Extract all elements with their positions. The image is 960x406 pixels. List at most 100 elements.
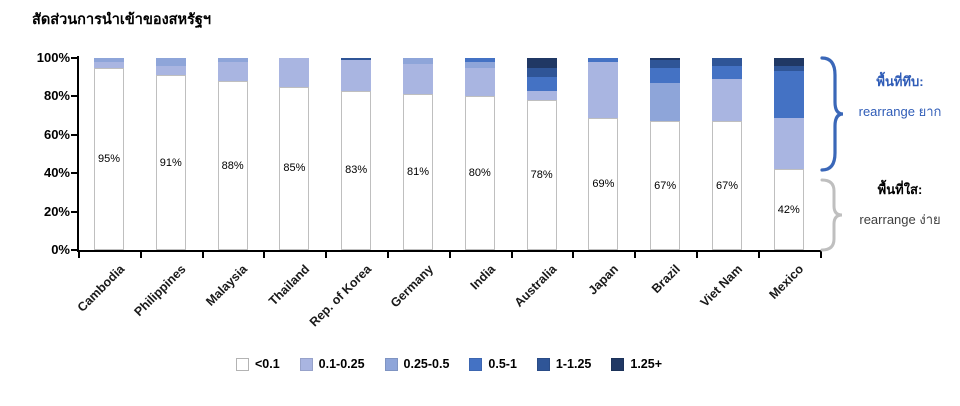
bar-segment	[526, 58, 557, 68]
bar-segment	[712, 58, 742, 66]
x-category-label: Viet Nam	[697, 262, 745, 310]
bar-segment	[341, 90, 372, 250]
bar-segment	[650, 121, 681, 250]
bar-segment	[773, 65, 804, 72]
bar-value-label: 91%	[159, 156, 182, 169]
x-category-label: India	[467, 262, 498, 293]
x-category-label: Cambodia	[74, 262, 127, 315]
legend-item-1-25-: 1.25+	[611, 357, 662, 371]
bar-segment	[526, 100, 557, 250]
legend-item-0-1-0-25: 0.1-0.25	[299, 357, 365, 371]
opaque-area-note-line1: พื้นที่ทึบ:	[876, 74, 924, 89]
bar-segment	[217, 58, 248, 62]
legend-swatch	[235, 357, 249, 371]
plot-area: 95% 91% 88% 85% 83% 81% 80% 78% 69% 67% 67% 42%	[78, 58, 820, 250]
bar-segment	[526, 67, 557, 78]
bar-segment	[773, 169, 804, 250]
bar-rep-of-korea: 83%	[341, 58, 372, 250]
bar-segment	[773, 71, 804, 118]
x-category-label: Philippines	[131, 262, 189, 320]
y-axis-tick	[71, 133, 77, 136]
x-axis-tick	[510, 252, 513, 258]
x-axis-tick	[263, 252, 266, 258]
x-category-label: Japan	[585, 262, 622, 298]
bar-segment	[464, 61, 495, 68]
legend-label: 1-1.25	[555, 357, 592, 371]
y-axis-tick-label: 40%	[43, 165, 70, 181]
chart-title: สัดส่วนการนำเข้าของสหรัฐฯ	[32, 12, 211, 28]
x-axis-line	[77, 250, 822, 252]
x-category-label: Malaysia	[203, 262, 251, 309]
bar-value-label: 95%	[97, 152, 121, 165]
legend-item-0-5-1: 0.5-1	[469, 357, 517, 371]
legend-label: <0.1	[254, 357, 280, 371]
x-axis-tick	[78, 252, 80, 258]
legend-swatch	[536, 357, 550, 371]
y-axis-tick	[71, 172, 77, 175]
legend-label: 0.1-0.25	[318, 357, 365, 371]
bar-segment	[279, 58, 310, 87]
bar-segment	[588, 58, 619, 62]
y-axis-tick-label: 20%	[43, 203, 70, 219]
legend-swatch	[299, 357, 313, 371]
bar-segment	[650, 67, 681, 83]
bar-segment	[712, 79, 742, 122]
bar-segment	[94, 61, 124, 68]
bar-japan: 69%	[588, 58, 619, 250]
bar-segment	[464, 96, 495, 250]
bar-viet-nam: 67%	[712, 58, 742, 250]
bar-segment	[217, 81, 248, 250]
bar-segment	[155, 58, 186, 66]
bar-segment	[403, 58, 433, 64]
y-axis-tick-label: 60%	[43, 126, 70, 142]
bar-value-label: 88%	[221, 159, 244, 172]
legend-swatch	[469, 357, 483, 371]
legend-swatch	[611, 357, 625, 371]
bar-segment	[650, 59, 681, 68]
legend: <0.1 0.1-0.25 0.25-0.5 0.5-1 1-1.25 1.25+	[78, 357, 820, 371]
x-axis-tick	[387, 252, 389, 258]
clear-area-note-line2: rearrange ง่าย	[859, 212, 941, 227]
bar-india: 80%	[464, 58, 495, 250]
bar-germany: 81%	[403, 58, 433, 250]
bar-malaysia: 88%	[217, 58, 248, 250]
legend-item-0-25-0-5: 0.25-0.5	[384, 357, 450, 371]
bar-value-label: 69%	[592, 177, 615, 190]
x-axis-tick	[572, 252, 575, 258]
bar-segment	[712, 121, 742, 250]
bar-segment	[94, 67, 124, 250]
y-axis-tick	[71, 249, 77, 251]
bar-segment	[526, 90, 557, 101]
y-axis-tick-label: 100%	[36, 50, 70, 65]
bar-segment	[650, 82, 681, 122]
opaque-area-note: พื้นที่ทึบ: rearrange ยาก	[840, 75, 960, 118]
bar-segment	[588, 61, 619, 118]
opaque-area-brace	[820, 56, 844, 172]
bar-value-label: 83%	[345, 164, 368, 177]
bar-segment	[464, 58, 495, 62]
legend-label: 0.25-0.5	[403, 357, 450, 371]
bar-segment	[650, 58, 681, 60]
x-category-label: Mexico	[766, 262, 807, 302]
bar-segment	[712, 65, 742, 80]
bar-value-label: 78%	[530, 169, 553, 182]
y-axis-tick	[71, 95, 77, 98]
bar-segment	[341, 59, 372, 91]
bar-segment	[588, 117, 619, 250]
clear-area-note: พื้นที่ใส: rearrange ง่าย	[840, 183, 960, 226]
bar-segment	[217, 61, 248, 82]
bar-segment	[464, 67, 495, 97]
bar-value-label: 67%	[715, 179, 739, 192]
bar-brazil: 67%	[650, 58, 681, 250]
bar-value-label: 67%	[654, 179, 677, 192]
bar-segment	[341, 58, 372, 60]
bar-segment	[94, 58, 124, 62]
x-category-label: Australia	[511, 262, 560, 310]
bar-segment	[155, 75, 186, 250]
bar-segment	[279, 86, 310, 250]
clear-area-note-line1: พื้นที่ใส:	[877, 182, 923, 197]
x-category-label: Rep. of Korea	[306, 262, 375, 330]
bar-segment	[403, 94, 433, 250]
legend-label: 1.25+	[630, 357, 663, 371]
